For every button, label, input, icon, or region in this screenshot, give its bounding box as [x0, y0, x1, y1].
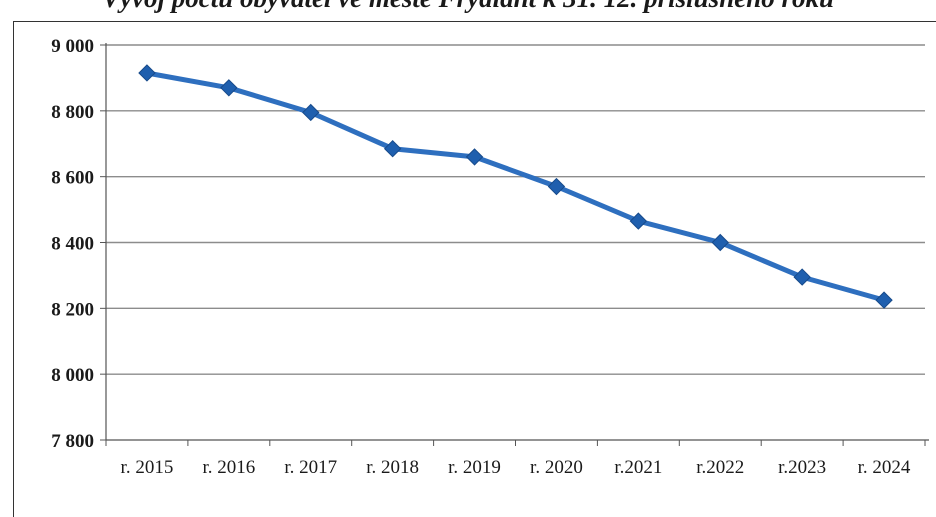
- data-point-marker: [793, 268, 811, 286]
- x-tick-label: r.2023: [778, 457, 826, 478]
- y-tick-label: 7 800: [51, 431, 94, 452]
- data-point-marker: [138, 64, 156, 82]
- data-point-marker: [875, 291, 893, 309]
- axes: [100, 43, 929, 446]
- series-line: [144, 70, 887, 303]
- y-tick-label: 8 600: [51, 168, 94, 189]
- y-tick-labels: 7 800 8 000 8 200 8 400 8 600 8 800 9 000: [51, 36, 94, 452]
- y-tick-label: 8 800: [51, 102, 94, 123]
- x-tick-label: r. 2017: [284, 457, 337, 478]
- x-tick-label: r. 2016: [202, 457, 255, 478]
- x-tick-label: r. 2019: [448, 457, 501, 478]
- data-point-marker: [302, 103, 320, 122]
- x-tick-label: r.2022: [696, 457, 744, 478]
- data-point-marker: [383, 139, 402, 158]
- x-tick-label: r. 2018: [366, 457, 419, 478]
- gridlines: [106, 44, 925, 375]
- x-tick-labels: r. 2015 r. 2016 r. 2017 r. 2018 r. 2019 r. 20…: [121, 457, 911, 478]
- data-point-marker: [711, 233, 729, 252]
- data-point-marker: [547, 177, 566, 196]
- x-tick-label: r. 2020: [530, 457, 583, 478]
- data-point-marker: [629, 212, 648, 230]
- data-point-marker: [220, 79, 238, 97]
- x-tick-label: r. 2015: [121, 457, 174, 478]
- y-tick-label: 9 000: [51, 36, 94, 57]
- data-point-marker: [465, 148, 484, 166]
- chart-title: Vývoj počtu obyvatel ve městě Frýdlant k…: [0, 0, 936, 14]
- x-tick-label: r.2021: [614, 457, 662, 478]
- y-tick-label: 8 200: [51, 299, 94, 320]
- y-tick-label: 8 000: [51, 365, 94, 386]
- x-tick-label: r. 2024: [858, 457, 911, 478]
- y-tick-label: 8 400: [51, 234, 94, 255]
- series: [138, 64, 893, 309]
- chart-frame-left: [13, 21, 14, 517]
- chart-frame-top: [13, 21, 936, 22]
